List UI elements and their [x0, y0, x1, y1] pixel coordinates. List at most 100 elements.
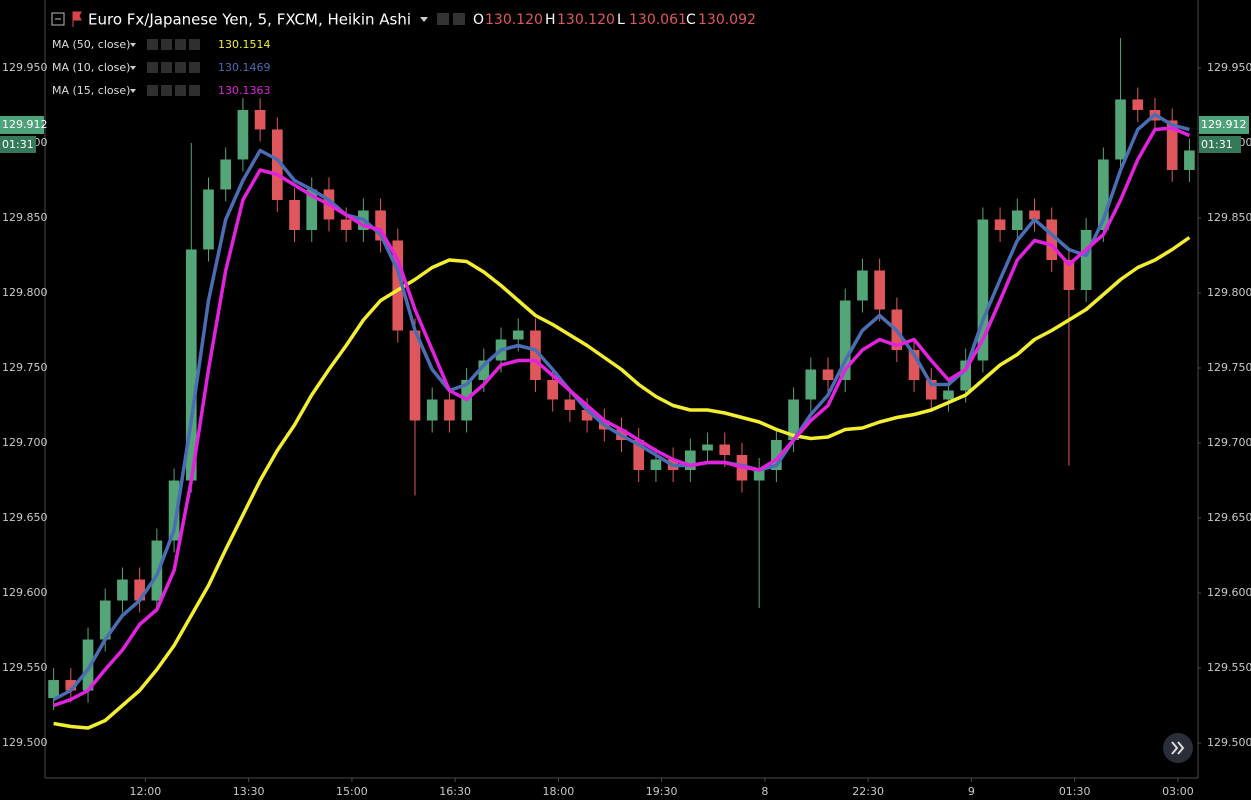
ohlc-value: 130.120: [557, 12, 615, 28]
legend-icon: [147, 39, 158, 50]
candle-body: [375, 210, 386, 241]
x-tick-label: 18:00: [543, 785, 575, 798]
legend-icon: [175, 62, 186, 73]
legend-icon: [189, 62, 200, 73]
chart-title: Euro Fx/Japanese Yen, 5, FXCM, Heikin As…: [88, 11, 411, 29]
candle-body: [220, 159, 232, 190]
x-tick-label: 19:30: [646, 785, 678, 798]
candle-body: [925, 379, 937, 400]
candle-body: [994, 219, 1006, 230]
legend-icon: [189, 39, 200, 50]
ohlc-name: H: [545, 12, 556, 28]
legend-label: MA (10, close): [52, 61, 130, 74]
candle-body: [271, 129, 283, 200]
candle-body: [426, 399, 438, 421]
ohlc-value: 130.120: [485, 12, 543, 28]
ohlc-value: 130.061: [629, 12, 687, 28]
candle-body: [1046, 219, 1058, 260]
countdown-label: 01:31: [1201, 138, 1233, 151]
y-tick-label: 129.850: [2, 211, 48, 224]
legend-icon: [175, 39, 186, 50]
legend-label: MA (15, close): [52, 84, 130, 97]
candle-body: [581, 410, 593, 421]
legend-value: 130.1363: [218, 84, 271, 97]
price-tag-label: 129.912: [2, 118, 48, 131]
countdown-tag: [0, 135, 36, 153]
candle-body: [65, 680, 77, 691]
candle-body: [702, 444, 713, 451]
dropdown-caret[interactable]: [420, 17, 428, 22]
y-tick-label: 129.600: [1207, 586, 1251, 599]
candle-body: [168, 480, 180, 541]
candle-body: [1063, 259, 1075, 290]
candle-body: [771, 440, 782, 471]
x-tick-label: 8: [761, 785, 768, 798]
y-tick-label: 129.650: [2, 511, 48, 524]
ohlc-name: L: [617, 12, 625, 28]
y-tick-label: 129.700: [2, 436, 48, 449]
y-tick-label: 129.750: [1207, 361, 1251, 374]
legend-label: MA (50, close): [52, 38, 130, 51]
legend-value: 130.1514: [218, 38, 271, 51]
ma-line: [53, 126, 1191, 708]
x-tick-label: 9: [968, 785, 975, 798]
price-tag: [0, 115, 44, 134]
candle-body: [409, 330, 421, 421]
candle-body: [1115, 99, 1126, 160]
candle-body: [874, 270, 885, 310]
candle-body: [633, 440, 645, 471]
legend-icon: [189, 85, 200, 96]
candle-body: [306, 189, 318, 230]
candle-body: [237, 109, 249, 160]
price-tag: [1199, 115, 1249, 134]
ohlc-name: O: [473, 12, 484, 28]
ohlc-name: C: [686, 12, 696, 28]
candle-body: [753, 470, 765, 481]
candle-body: [82, 639, 94, 691]
candle-body: [1011, 210, 1023, 230]
x-tick-label: 15:00: [336, 785, 368, 798]
x-tick-label: 03:00: [1162, 785, 1194, 798]
ma-line: [52, 112, 1190, 702]
legend-icon: [161, 85, 172, 96]
y-tick-label: 129.950: [1207, 61, 1251, 74]
x-tick-label: 13:30: [233, 785, 265, 798]
legend-icon: [161, 39, 172, 50]
candle-body: [134, 579, 145, 601]
settings-icon[interactable]: [437, 13, 449, 25]
dropdown-caret: [130, 89, 136, 93]
candle-body: [1166, 120, 1178, 170]
y-tick-label: 129.700: [1207, 436, 1251, 449]
candle-body: [1029, 210, 1040, 220]
x-tick-label: 22:30: [852, 785, 884, 798]
candle-body: [117, 579, 128, 601]
candle-body: [805, 369, 817, 400]
x-tick-label: 12:00: [130, 785, 162, 798]
candle-body: [1184, 150, 1195, 170]
plot-area: [48, 37, 1195, 730]
candle-body: [340, 219, 352, 230]
countdown-tag: [1199, 135, 1241, 153]
x-tick-label: 16:30: [439, 785, 471, 798]
candle-body: [839, 300, 851, 380]
legend-icon: [175, 85, 186, 96]
candle-body: [650, 459, 662, 471]
candle-body: [478, 360, 490, 380]
y-tick-label: 129.800: [1207, 286, 1251, 299]
candle-body: [564, 399, 576, 411]
y-tick-label: 129.500: [1207, 736, 1251, 749]
countdown-label: 01:31: [2, 138, 34, 151]
candle-body: [719, 444, 731, 456]
candle-body: [530, 330, 541, 380]
candle-body: [977, 219, 989, 361]
candle-body: [908, 349, 920, 380]
dropdown-caret: [130, 66, 136, 70]
price-tag-label: 129.912: [1201, 118, 1247, 131]
candle-body: [943, 390, 954, 400]
collapse-icon[interactable]: [51, 12, 65, 26]
settings-icon[interactable]: [453, 13, 465, 25]
candle-body: [1098, 159, 1109, 230]
flag-icon: [72, 11, 82, 27]
